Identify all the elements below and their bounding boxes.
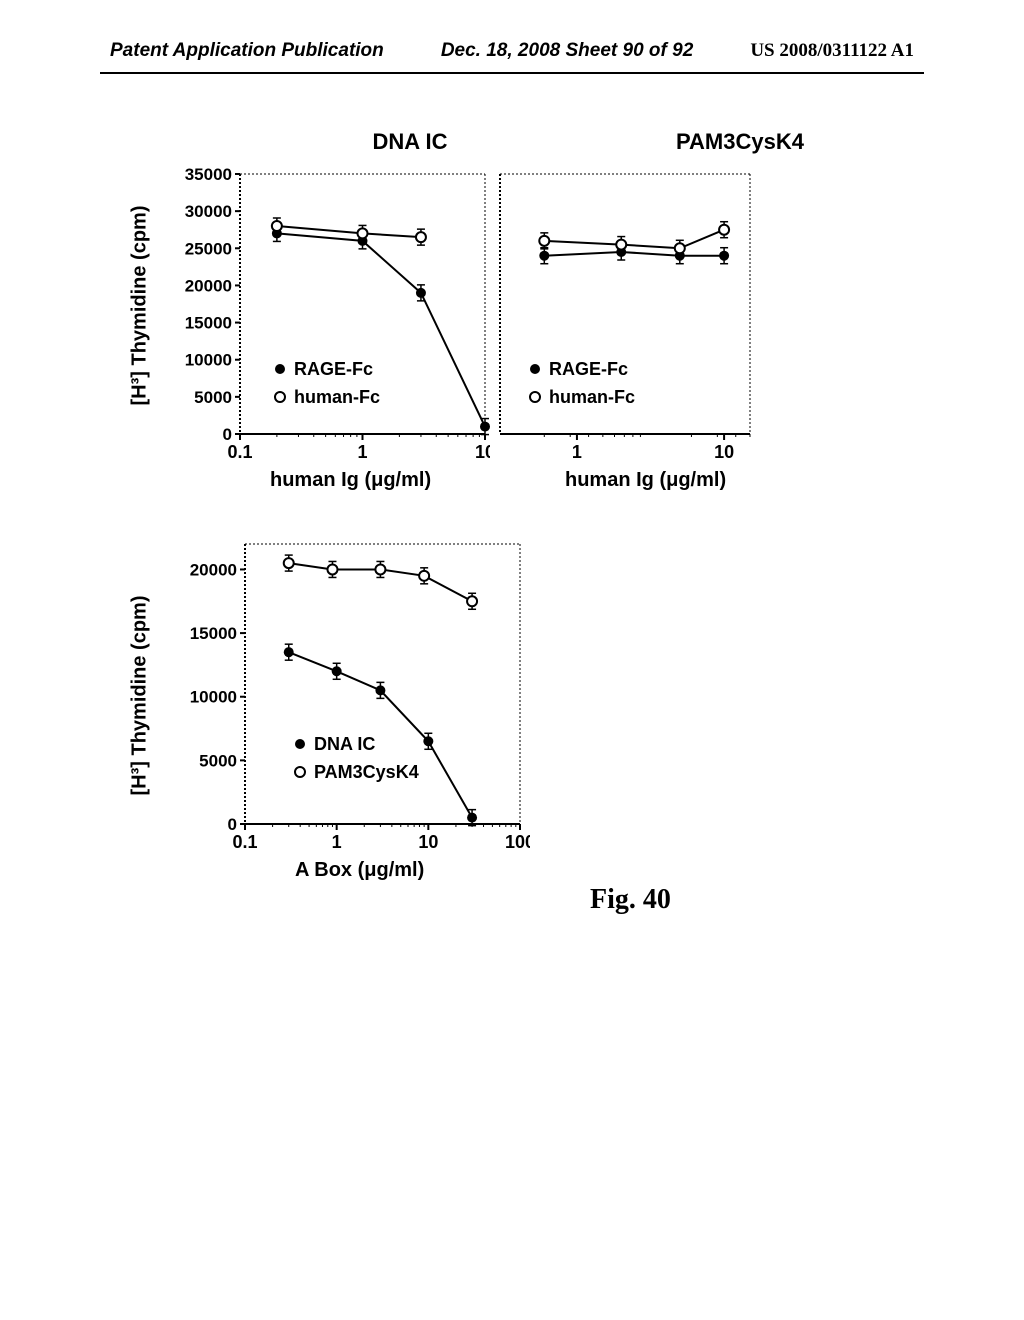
svg-text:10000: 10000 bbox=[185, 351, 232, 370]
svg-text:25000: 25000 bbox=[185, 239, 232, 258]
chart-titles-row: DNA IC PAM3CysK4 bbox=[0, 129, 1024, 155]
svg-text:human-Fc: human-Fc bbox=[294, 387, 380, 407]
svg-text:RAGE-Fc: RAGE-Fc bbox=[549, 359, 628, 379]
svg-text:PAM3CysK4: PAM3CysK4 bbox=[314, 762, 419, 782]
svg-text:10: 10 bbox=[475, 442, 490, 462]
svg-text:100: 100 bbox=[505, 832, 530, 852]
svg-text:10: 10 bbox=[418, 832, 438, 852]
chart3-ylabel: [H³] Thymidine (cpm) bbox=[129, 596, 152, 796]
chart1-svg: 050001000015000200002500030000350000.111… bbox=[170, 164, 490, 464]
header-center: Dec. 18, 2008 Sheet 90 of 92 bbox=[441, 40, 693, 62]
header-divider bbox=[100, 72, 924, 74]
svg-text:1: 1 bbox=[572, 442, 582, 462]
chart3-svg: 050001000015000200000.1110100DNA ICPAM3C… bbox=[170, 534, 530, 854]
svg-text:20000: 20000 bbox=[185, 276, 232, 295]
svg-text:15000: 15000 bbox=[190, 624, 237, 643]
chart-abox: [H³] Thymidine (cpm) 0500010000150002000… bbox=[170, 534, 530, 854]
svg-text:5000: 5000 bbox=[194, 388, 232, 407]
chart3-xlabel: A Box (μg/ml) bbox=[295, 859, 424, 882]
header-left: Patent Application Publication bbox=[110, 40, 384, 62]
chart2-title: PAM3CysK4 bbox=[610, 129, 870, 155]
svg-text:35000: 35000 bbox=[185, 165, 232, 184]
svg-text:20000: 20000 bbox=[190, 560, 237, 579]
figure-label: Fig. 40 bbox=[590, 884, 671, 916]
svg-text:30000: 30000 bbox=[185, 202, 232, 221]
top-charts-row: [H³] Thymidine (cpm) 0500010000150002000… bbox=[170, 164, 1024, 464]
svg-text:RAGE-Fc: RAGE-Fc bbox=[294, 359, 373, 379]
svg-text:DNA IC: DNA IC bbox=[314, 734, 375, 754]
svg-text:0.1: 0.1 bbox=[232, 832, 257, 852]
svg-text:5000: 5000 bbox=[199, 751, 237, 770]
svg-text:0.1: 0.1 bbox=[227, 442, 252, 462]
chart1-xlabel: human Ig (μg/ml) bbox=[270, 469, 431, 492]
chart2-svg: 1 10 RAGE-Fc human-Fc bbox=[490, 164, 770, 464]
svg-text:15000: 15000 bbox=[185, 314, 232, 333]
page-header: Patent Application Publication Dec. 18, … bbox=[0, 0, 1024, 72]
charts-container: DNA IC PAM3CysK4 [H³] Thymidine (cpm) 05… bbox=[0, 164, 1024, 854]
chart2-xlabel: human Ig (μg/ml) bbox=[565, 469, 726, 492]
svg-text:human-Fc: human-Fc bbox=[549, 387, 635, 407]
svg-text:1: 1 bbox=[357, 442, 367, 462]
chart-dna-ic: [H³] Thymidine (cpm) 0500010000150002000… bbox=[170, 164, 490, 464]
svg-text:10000: 10000 bbox=[190, 688, 237, 707]
svg-text:10: 10 bbox=[714, 442, 734, 462]
svg-text:1: 1 bbox=[332, 832, 342, 852]
header-right: US 2008/0311122 A1 bbox=[750, 40, 914, 62]
chart1-title: DNA IC bbox=[260, 129, 560, 155]
chart1-ylabel: [H³] Thymidine (cpm) bbox=[129, 206, 152, 406]
chart-pam3cysk4: 110RAGE-Fchuman-Fc human Ig (μg/ml) bbox=[490, 164, 770, 464]
